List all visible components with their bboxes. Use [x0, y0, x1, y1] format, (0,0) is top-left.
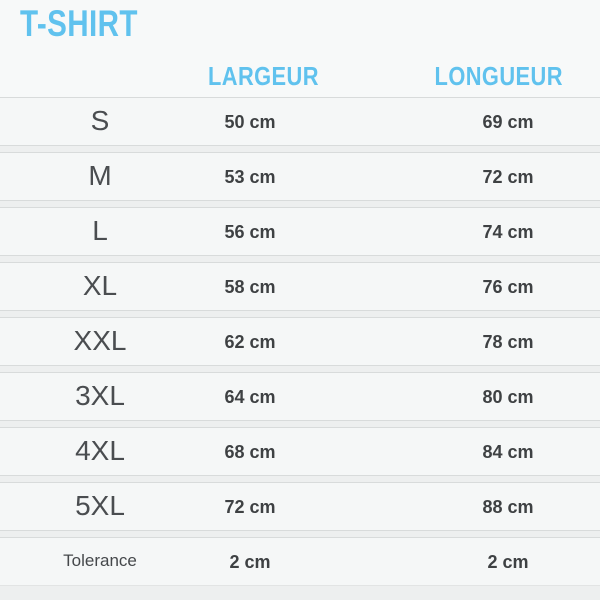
longueur-value: 69 cm — [482, 111, 534, 132]
largeur-value: 62 cm — [224, 331, 276, 352]
table-row-3xl: 3XL 64 cm 80 cm — [0, 372, 600, 421]
size-label: 5XL — [75, 489, 125, 521]
table-row-l: L 56 cm 74 cm — [0, 207, 600, 256]
largeur-value: 56 cm — [224, 221, 276, 242]
size-table: S 50 cm 69 cm M 53 cm 72 cm L 56 cm 74 c… — [0, 97, 600, 586]
largeur-value: 68 cm — [224, 441, 276, 462]
size-label: M — [88, 159, 112, 191]
size-label: L — [92, 214, 108, 246]
table-row-s: S 50 cm 69 cm — [0, 97, 600, 146]
size-label: S — [90, 104, 110, 136]
longueur-value: 74 cm — [482, 221, 534, 242]
table-row-tolerance: Tolerance 2 cm 2 cm — [0, 537, 600, 586]
size-label: XXL — [73, 324, 127, 356]
page-title: T-SHIRT — [20, 3, 138, 44]
longueur-value: 72 cm — [482, 166, 534, 187]
column-headers: LARGEUR LONGUEUR — [0, 61, 600, 92]
largeur-value: 64 cm — [224, 386, 276, 407]
table-row-xxl: XXL 62 cm 78 cm — [0, 317, 600, 366]
table-row-5xl: 5XL 72 cm 88 cm — [0, 482, 600, 531]
largeur-value: 53 cm — [224, 166, 276, 187]
table-row-xl: XL 58 cm 76 cm — [0, 262, 600, 311]
longueur-value: 76 cm — [482, 276, 534, 297]
largeur-value: 58 cm — [224, 276, 276, 297]
longueur-value: 88 cm — [482, 496, 534, 517]
largeur-value: 72 cm — [224, 496, 276, 517]
largeur-value: 50 cm — [224, 111, 276, 132]
longueur-value: 2 cm — [487, 551, 529, 572]
longueur-value: 84 cm — [482, 441, 534, 462]
tolerance-label: Tolerance — [63, 551, 137, 570]
chart-header: T-SHIRT LARGEUR LONGUEUR — [0, 0, 600, 97]
longueur-value: 78 cm — [482, 331, 534, 352]
table-row-m: M 53 cm 72 cm — [0, 152, 600, 201]
column-header-longueur: LONGUEUR — [434, 61, 563, 91]
table-row-4xl: 4XL 68 cm 84 cm — [0, 427, 600, 476]
size-label: 4XL — [75, 434, 125, 466]
largeur-value: 2 cm — [229, 551, 271, 572]
column-header-largeur: LARGEUR — [208, 61, 319, 91]
size-label: XL — [82, 269, 118, 301]
size-label: 3XL — [75, 379, 125, 411]
longueur-value: 80 cm — [482, 386, 534, 407]
